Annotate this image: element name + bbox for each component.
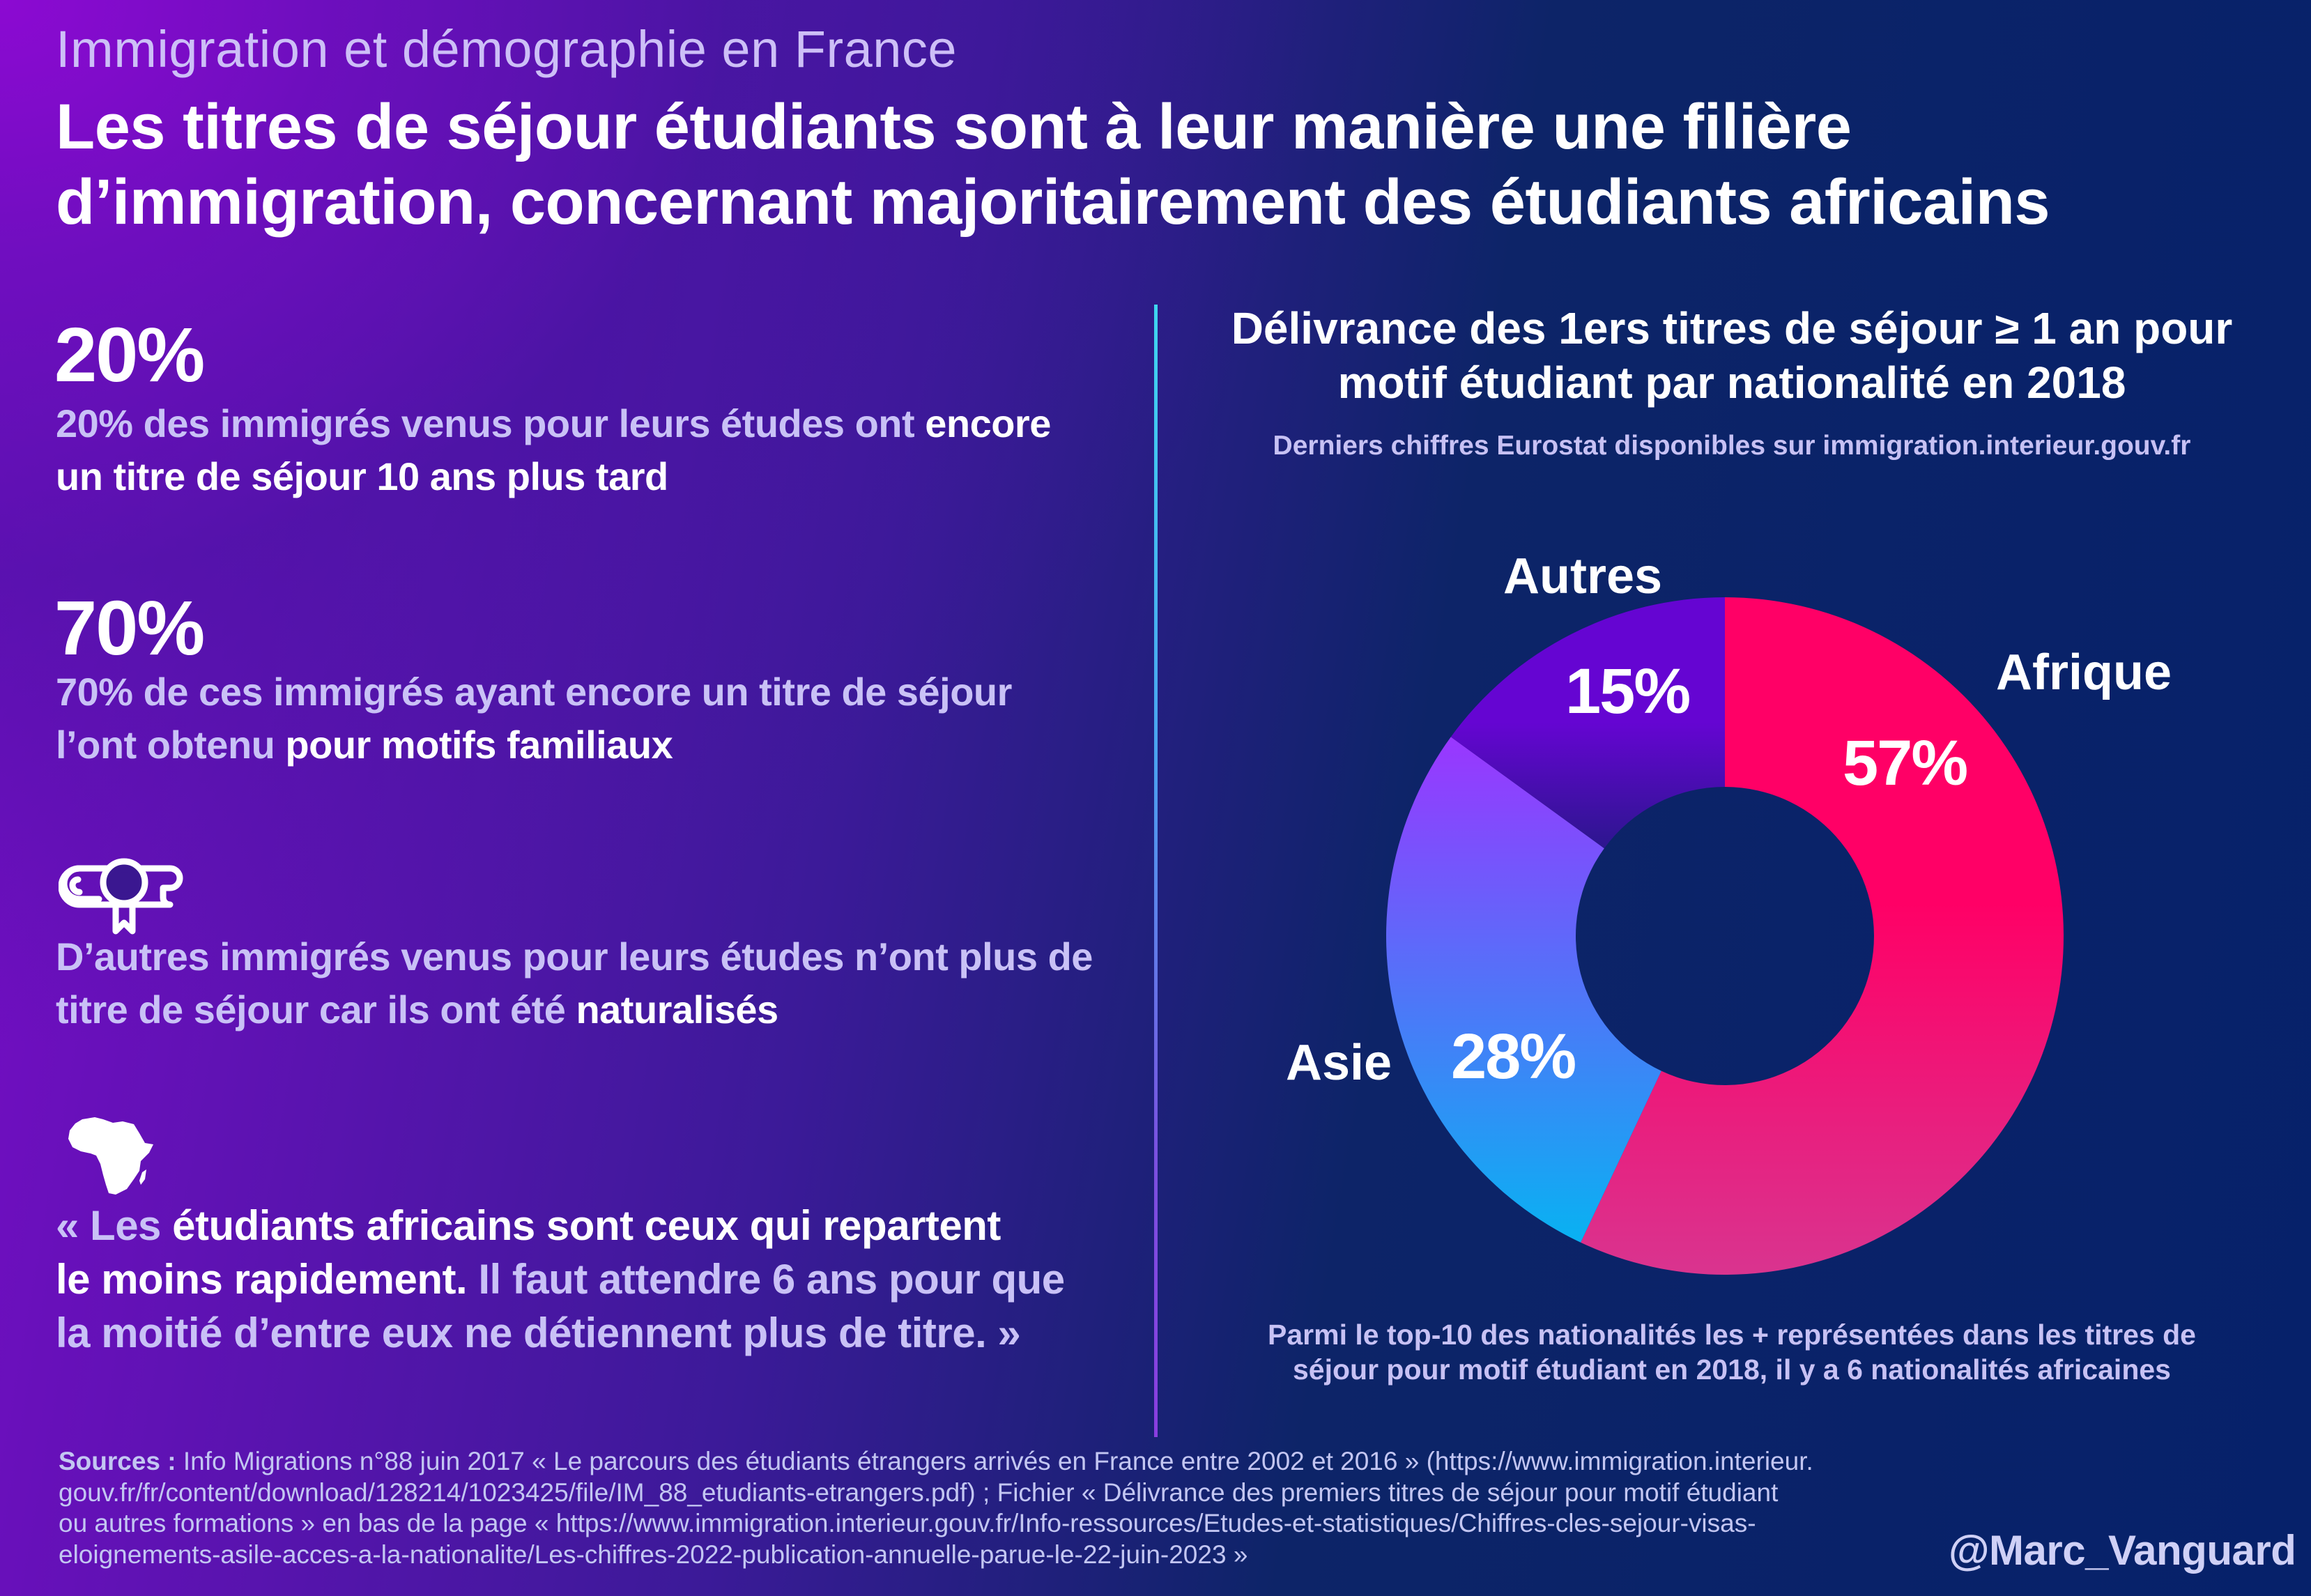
title-line-1: Les titres de séjour étudiants sont à le… — [56, 91, 1852, 162]
chart-note-line-2: séjour pour motif étudiant en 2018, il y… — [1293, 1353, 2171, 1386]
value-asie: 28% — [1451, 1021, 1576, 1092]
naturalisation-text: D’autres immigrés venus pour leurs étude… — [56, 930, 1093, 1036]
quote-line-3: la moitié d’entre eux ne détiennent plus… — [56, 1310, 1021, 1356]
author-handle: @Marc_Vanguard — [1949, 1527, 2296, 1574]
label-autres: Autres — [1503, 548, 1663, 604]
stat-20-value: 20% — [54, 312, 205, 398]
column-divider — [1154, 305, 1158, 1437]
stat-20-line-1: 20% des immigrés venus pour leurs études… — [56, 401, 1051, 445]
sources-line-3: ou autres formations » en bas de la page… — [59, 1509, 1756, 1537]
naturalisation-line-1: D’autres immigrés venus pour leurs étude… — [56, 935, 1093, 979]
stat-20-line-2: un titre de séjour 10 ans plus tard — [56, 454, 668, 498]
chart-note-line-1: Parmi le top-10 des nationalités les + r… — [1268, 1319, 2196, 1351]
stat-70-line-1: 70% de ces immigrés ayant encore un titr… — [56, 670, 1012, 714]
label-afrique: Afrique — [1996, 645, 2172, 700]
quote-line-1: « Les étudiants africains sont ceux qui … — [56, 1202, 1001, 1249]
stat-20-text: 20% des immigrés venus pour leurs études… — [56, 397, 1051, 503]
diploma-scroll-icon — [59, 858, 183, 935]
sources-line-4: eloignements-asile-acces-a-la-nationalit… — [59, 1540, 1248, 1569]
donut-segment-afrique — [1581, 597, 2064, 1275]
chart-title: Délivrance des 1ers titres de séjour ≥ 1… — [1178, 301, 2286, 410]
value-autres: 15% — [1565, 656, 1691, 727]
chart-title-line-2: motif étudiant par nationalité en 2018 — [1337, 358, 2126, 408]
stat-70-text: 70% de ces immigrés ayant encore un titr… — [56, 666, 1012, 772]
chart-subtitle: Derniers chiffres Eurostat disponibles s… — [1273, 431, 2191, 461]
quote-line-2: le moins rapidement. Il faut attendre 6 … — [56, 1256, 1065, 1303]
africa-map-icon — [68, 1117, 153, 1195]
sources-line-1: Sources : Info Migrations n°88 juin 2017… — [59, 1447, 1813, 1475]
label-asie: Asie — [1286, 1035, 1392, 1091]
sources: Sources : Info Migrations n°88 juin 2017… — [59, 1446, 1813, 1570]
stat-70-value: 70% — [54, 585, 205, 671]
stat-70-line-2: l’ont obtenu pour motifs familiaux — [56, 723, 673, 767]
value-afrique: 57% — [1843, 728, 1968, 799]
supertitle: Immigration et démographie en France — [56, 20, 958, 78]
title-line-2: d’immigration, concernant majoritairemen… — [56, 167, 2050, 238]
africa-quote: « Les étudiants africains sont ceux qui … — [56, 1199, 1065, 1360]
page-title: Les titres de séjour étudiants sont à le… — [56, 89, 2050, 240]
sources-line-2: gouv.fr/fr/content/download/128214/10234… — [59, 1478, 1779, 1507]
chart-note: Parmi le top-10 des nationalités les + r… — [1178, 1317, 2286, 1387]
donut-segment-asie — [1385, 737, 1661, 1243]
naturalisation-line-2: titre de séjour car ils ont été naturali… — [56, 988, 778, 1031]
chart-title-line-1: Délivrance des 1ers titres de séjour ≥ 1… — [1231, 303, 2233, 353]
donut-segment-autres — [1450, 597, 1725, 849]
